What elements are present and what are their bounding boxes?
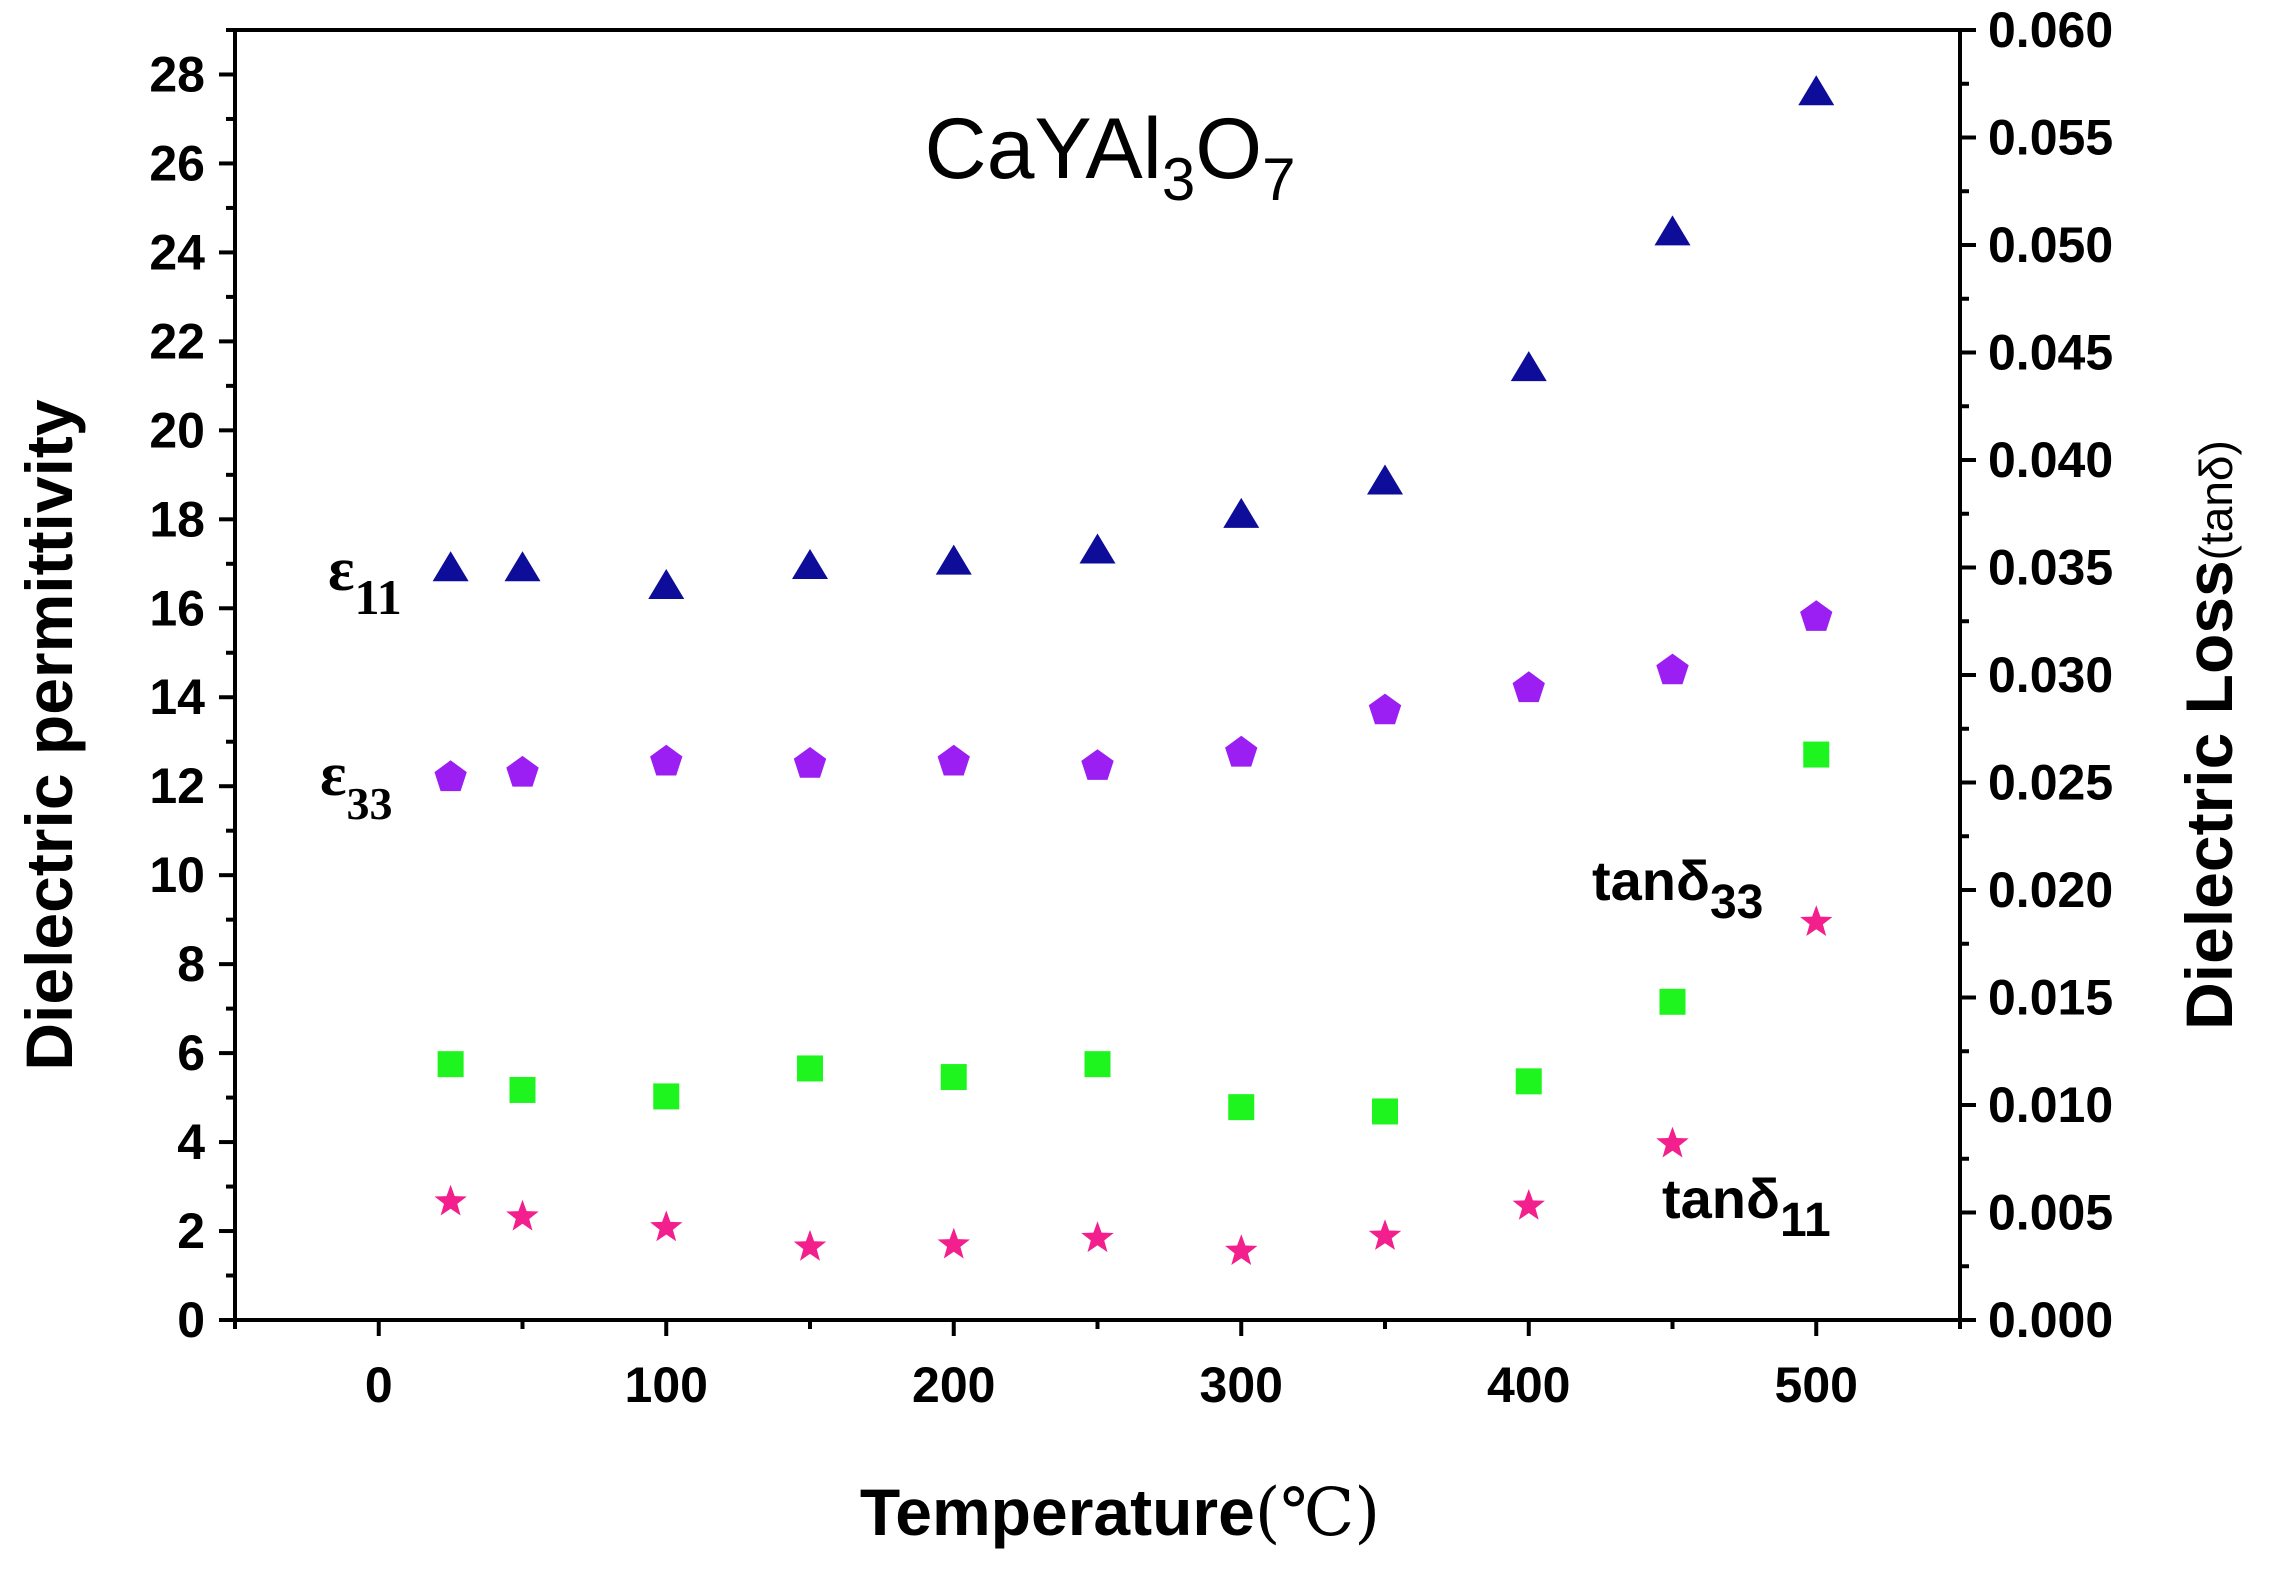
- point-tand11: [1081, 1221, 1114, 1253]
- point-eps33: [506, 755, 539, 787]
- point-tand33: [653, 1083, 680, 1110]
- point-eps11: [504, 551, 541, 582]
- chart-title: CaYAl3O7: [924, 101, 1295, 213]
- y-tick-label: 22: [149, 313, 205, 369]
- y2-axis-title: Dielectric Loss(tanδ): [2172, 440, 2246, 1030]
- x-tick-label: 400: [1487, 1357, 1570, 1413]
- point-eps33: [1081, 749, 1114, 780]
- point-eps33: [650, 744, 683, 776]
- point-eps11: [432, 551, 469, 582]
- y-tick-label: 0: [177, 1292, 205, 1348]
- y-tick-label: 12: [149, 758, 205, 814]
- y2-tick-label: 0.040: [1988, 432, 2113, 488]
- y-tick-label: 10: [149, 847, 205, 903]
- y2-tick-label: 0.030: [1988, 647, 2113, 703]
- y-tick-label: 24: [149, 224, 205, 280]
- point-tand11: [1656, 1126, 1689, 1158]
- y2-tick-label: 0.005: [1988, 1185, 2113, 1241]
- point-tand11: [650, 1210, 683, 1242]
- ticks: 0 100 200 300 400 500024681012141618202224262…: [149, 2, 2113, 1413]
- point-eps33: [1368, 693, 1402, 725]
- x-tick-label: 0: [365, 1357, 393, 1413]
- y2-tick-label: 0.055: [1988, 110, 2113, 166]
- point-tand11: [506, 1199, 539, 1231]
- point-eps33: [793, 747, 827, 778]
- x-tick-label: 300: [1200, 1357, 1283, 1413]
- y2-tick-label: 0.045: [1988, 325, 2113, 381]
- point-eps33: [434, 760, 467, 792]
- point-eps11: [935, 544, 972, 575]
- y2-tick-label: 0.035: [1988, 540, 2113, 596]
- point-tand11: [1800, 905, 1833, 936]
- point-eps33: [1800, 600, 1833, 631]
- point-tand11: [1512, 1189, 1545, 1220]
- y2-tick-label: 0.060: [1988, 2, 2113, 58]
- point-eps11: [792, 549, 828, 580]
- y2-tick-label: 0.015: [1988, 970, 2113, 1026]
- annotation-tan33: tanδ33: [1592, 849, 1763, 929]
- point-eps11: [1223, 497, 1260, 528]
- y2-tick-label: 0.010: [1988, 1077, 2113, 1133]
- y-tick-label: 26: [149, 135, 205, 191]
- annotation-tan11: tanδ11: [1662, 1167, 1831, 1247]
- point-eps11: [1654, 215, 1691, 246]
- point-tand33: [1803, 741, 1830, 768]
- point-eps11: [1798, 75, 1835, 106]
- point-tand11: [1368, 1219, 1402, 1250]
- point-tand11: [1225, 1234, 1258, 1265]
- y-tick-label: 6: [177, 1025, 205, 1081]
- point-eps33: [937, 744, 970, 776]
- point-eps33: [1512, 671, 1545, 703]
- annotation-eps11: ε11: [328, 536, 402, 625]
- y-tick-label: 16: [149, 580, 205, 636]
- annotation-eps33: ε33: [320, 741, 393, 829]
- point-eps11: [1367, 464, 1403, 495]
- y-tick-label: 18: [149, 491, 205, 547]
- y2-tick-label: 0.025: [1988, 755, 2113, 811]
- y-tick-label: 8: [177, 936, 205, 992]
- point-tand33: [797, 1055, 823, 1082]
- point-tand33: [509, 1076, 536, 1103]
- y-axis-title: Dielectric permittivity: [12, 399, 86, 1071]
- point-tand33: [1659, 988, 1686, 1015]
- point-tand11: [434, 1184, 467, 1216]
- point-eps11: [1079, 533, 1116, 564]
- point-tand33: [1515, 1068, 1542, 1095]
- x-tick-label: 200: [912, 1357, 995, 1413]
- y-tick-label: 4: [177, 1114, 205, 1170]
- y-tick-label: 2: [177, 1203, 205, 1259]
- point-eps11: [1510, 351, 1547, 382]
- y-tick-label: 28: [149, 46, 205, 102]
- point-tand33: [1372, 1098, 1398, 1125]
- x-axis-title: Temperature(℃): [860, 1474, 1380, 1551]
- y2-tick-label: 0.020: [1988, 862, 2113, 918]
- y2-tick-label: 0.050: [1988, 217, 2113, 273]
- point-tand33: [1228, 1094, 1255, 1121]
- point-tand11: [793, 1229, 827, 1261]
- point-eps33: [1656, 653, 1689, 685]
- point-tand33: [1084, 1051, 1111, 1078]
- data-points: [432, 75, 1835, 1265]
- x-tick-label: 100: [625, 1357, 708, 1413]
- y-tick-label: 14: [149, 669, 205, 725]
- point-tand33: [437, 1051, 464, 1078]
- axes: [233, 28, 1962, 1322]
- y2-tick-label: 0.000: [1988, 1292, 2113, 1348]
- point-tand11: [937, 1227, 970, 1259]
- y-tick-label: 20: [149, 402, 205, 458]
- point-eps11: [648, 569, 685, 600]
- point-eps33: [1225, 735, 1258, 767]
- x-tick-label: 500: [1775, 1357, 1858, 1413]
- point-tand33: [940, 1064, 967, 1091]
